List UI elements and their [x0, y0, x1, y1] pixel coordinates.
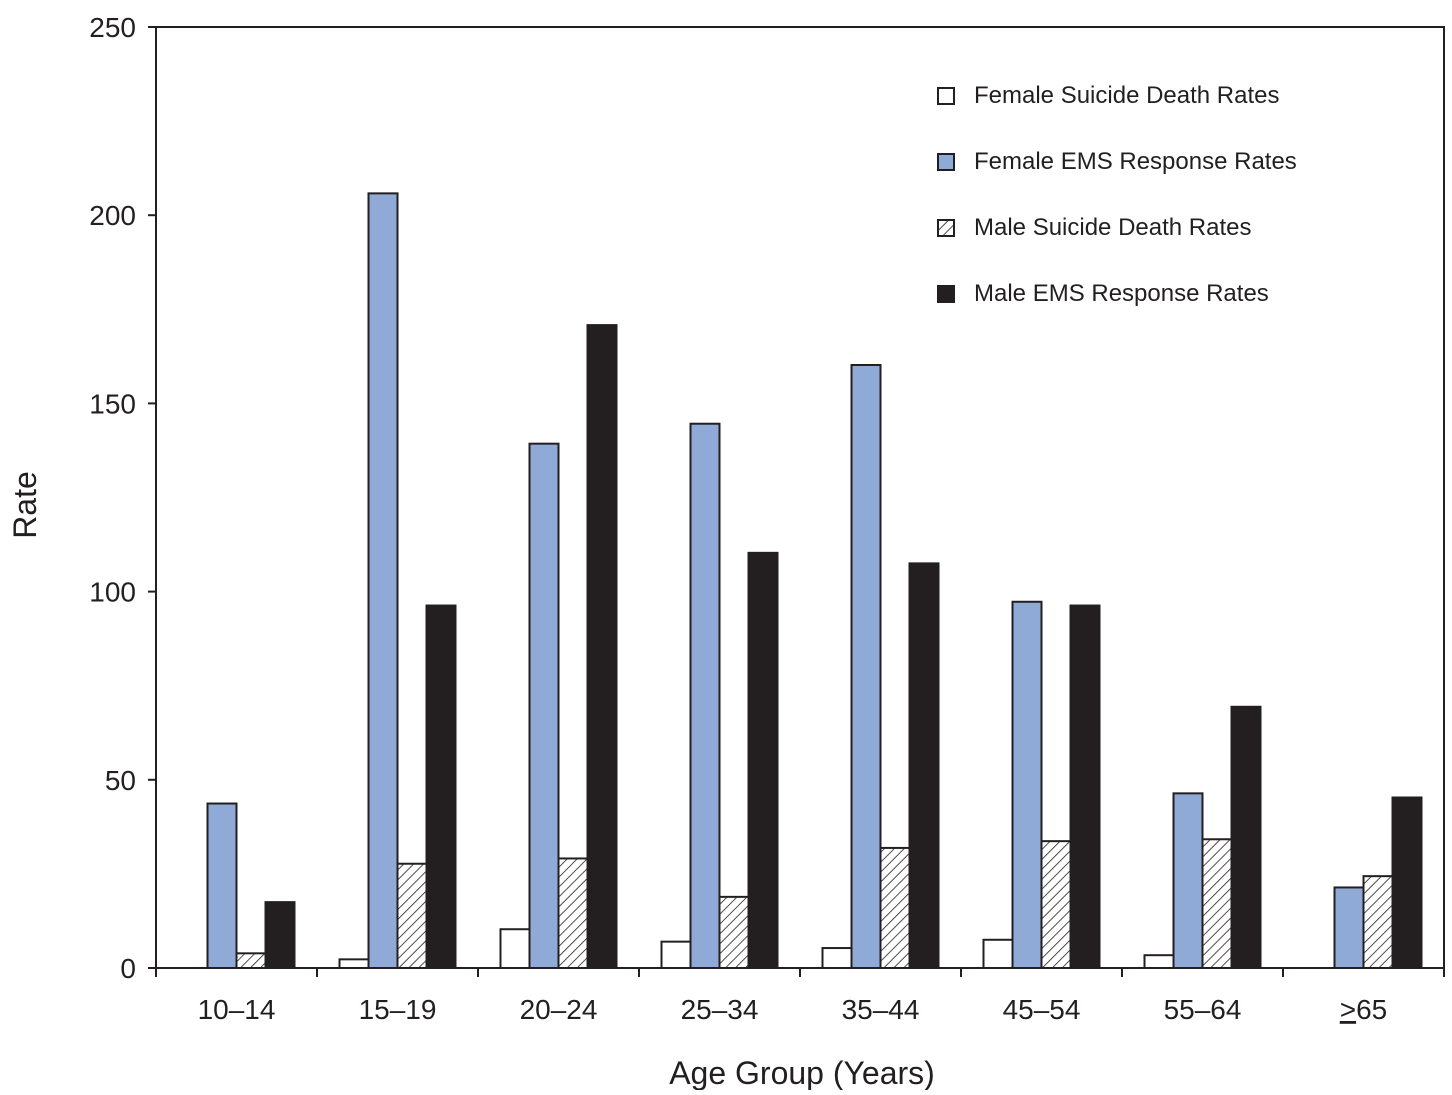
bar-female-ems — [1333, 886, 1365, 969]
bar-male-suicide — [1040, 840, 1072, 969]
bar-male-suicide — [557, 857, 589, 969]
legend-swatch-female-suicide — [937, 87, 955, 105]
x-tick-label: >65 — [1340, 994, 1388, 1025]
x-tick-label: 45–54 — [1003, 994, 1081, 1025]
x-tick-label: 35–44 — [842, 994, 920, 1025]
legend-swatch-female-ems — [937, 153, 955, 171]
legend-label-female-suicide: Female Suicide Death Rates — [974, 82, 1279, 109]
legend-swatch-male-ems — [937, 285, 955, 303]
bar-male-ems — [908, 562, 940, 969]
y-tick-label: 0 — [120, 953, 136, 984]
bar-female-ems — [528, 442, 560, 969]
bar-female-suicide — [821, 947, 853, 969]
bar-female-ems — [850, 364, 882, 969]
bar-female-ems — [1011, 600, 1043, 970]
y-tick-label: 150 — [89, 388, 136, 419]
legend-label-female-ems: Female EMS Response Rates — [974, 148, 1297, 175]
bar-female-ems — [1172, 792, 1204, 969]
bar-male-ems — [747, 551, 779, 969]
bar-male-ems — [1230, 705, 1262, 969]
legend-swatch-male-suicide — [937, 219, 955, 237]
legend-label-male-ems: Male EMS Response Rates — [974, 280, 1269, 307]
x-tick-label: 25–34 — [681, 994, 759, 1025]
bar-male-ems — [264, 901, 296, 970]
bar-male-suicide — [235, 952, 267, 969]
y-axis-title: Rate — [7, 471, 43, 539]
bar-male-suicide — [1362, 875, 1394, 969]
bar-female-ems — [689, 422, 721, 969]
bar-male-ems — [1069, 604, 1101, 969]
bar-male-ems — [425, 604, 457, 969]
bar-female-suicide — [338, 958, 370, 969]
bar-male-suicide — [718, 895, 750, 970]
bar-male-suicide — [396, 862, 428, 969]
bar-female-suicide — [1143, 954, 1175, 969]
bar-female-suicide — [982, 938, 1014, 970]
bar-female-suicide — [660, 940, 692, 969]
bar-male-ems — [1391, 796, 1423, 969]
bar-male-suicide — [1201, 838, 1233, 969]
bar-male-suicide — [879, 846, 911, 970]
legend-label-male-suicide: Male Suicide Death Rates — [974, 214, 1251, 241]
x-axis-title: Age Group (Years) — [669, 1055, 935, 1090]
bar-female-ems — [367, 192, 399, 970]
bar-male-ems — [586, 324, 618, 969]
y-tick-label: 200 — [89, 200, 136, 231]
x-tick-label: 15–19 — [359, 994, 437, 1025]
x-tick-label: 10–14 — [198, 994, 276, 1025]
bar-female-suicide — [499, 928, 531, 969]
y-tick-label: 250 — [89, 12, 136, 43]
bar-female-ems — [206, 802, 238, 969]
y-tick-label: 50 — [105, 765, 136, 796]
x-tick-label: 20–24 — [520, 994, 598, 1025]
x-tick-label: 55–64 — [1164, 994, 1242, 1025]
y-tick-label: 100 — [89, 577, 136, 608]
